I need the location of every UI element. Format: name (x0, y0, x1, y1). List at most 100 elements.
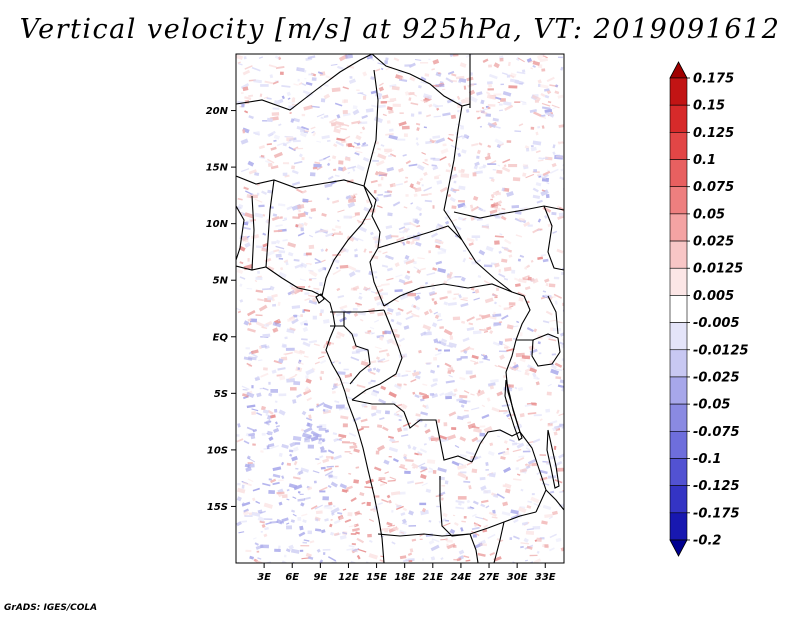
field-cell (450, 368, 455, 373)
field-cell (551, 162, 557, 168)
border-southsudan-ethiopia (543, 205, 564, 271)
field-cell (389, 476, 397, 481)
field-cell (312, 166, 318, 170)
field-cell (521, 521, 529, 526)
field-cell (471, 354, 479, 360)
field-cell (408, 221, 417, 228)
field-cell (364, 486, 374, 489)
field-cell (514, 130, 522, 133)
colorbar-label: 0.05 (693, 207, 725, 222)
field-cell (337, 382, 345, 387)
field-cell (242, 69, 251, 76)
field-cell (547, 424, 553, 427)
field-cell (491, 293, 498, 298)
field-cell (463, 85, 467, 90)
field-cell (462, 257, 467, 263)
field-cell (445, 220, 450, 225)
field-cell (498, 109, 504, 112)
field-cell (479, 360, 484, 364)
field-cell (405, 259, 415, 265)
field-cell (268, 64, 277, 68)
field-cell (385, 132, 394, 136)
field-cell (349, 445, 358, 449)
field-cell (343, 406, 349, 411)
field-cell (386, 190, 393, 194)
colorbar-label: 0.125 (693, 126, 734, 141)
field-cell (308, 244, 315, 250)
field-cell (470, 72, 473, 76)
field-cell (405, 459, 414, 463)
field-cell (411, 258, 415, 261)
field-cell (492, 313, 502, 317)
field-cell (419, 448, 428, 454)
field-cell (242, 86, 249, 92)
field-cell (530, 126, 535, 130)
field-cell (338, 160, 344, 165)
field-cell (539, 454, 546, 456)
field-cell (500, 215, 507, 221)
field-cell (293, 314, 298, 318)
field-cell (258, 304, 268, 312)
field-cell (342, 109, 348, 114)
field-cell (384, 191, 390, 194)
field-cell (545, 282, 549, 287)
field-cell (300, 314, 304, 318)
field-cell (527, 276, 532, 281)
field-cell (457, 502, 462, 506)
field-cell (498, 350, 507, 353)
field-cell (243, 440, 250, 445)
field-cell (498, 273, 506, 278)
field-cell (398, 167, 404, 173)
field-cell (431, 283, 435, 286)
field-cell (253, 79, 262, 84)
field-cell (483, 279, 491, 285)
field-cell (392, 526, 399, 531)
field-cell (447, 302, 457, 306)
field-cell (282, 162, 290, 165)
field-cell (502, 90, 512, 97)
field-cell (437, 318, 443, 322)
field-cell (533, 169, 537, 173)
field-cell (375, 356, 380, 361)
field-cell (416, 127, 420, 132)
field-cell (308, 294, 318, 298)
field-cell (297, 470, 304, 475)
field-cell (499, 143, 504, 147)
field-cell (555, 368, 563, 371)
field-cell (288, 544, 294, 550)
field-cell (439, 186, 448, 193)
field-cell (537, 173, 547, 180)
field-cell (435, 244, 441, 249)
field-cell (300, 545, 310, 547)
field-cell (254, 279, 258, 283)
field-cell (515, 234, 523, 238)
field-cell (302, 90, 310, 95)
field-cell (299, 319, 309, 326)
field-cell (291, 318, 299, 325)
field-cell (331, 561, 338, 563)
border-gabon-congo (343, 325, 371, 385)
field-cell (560, 66, 564, 71)
field-cell (539, 57, 548, 63)
field-cell (393, 183, 396, 187)
field-cell (301, 113, 306, 117)
field-cell (287, 241, 297, 248)
field-cell (375, 450, 380, 455)
field-cell (279, 375, 286, 381)
field-cell (485, 505, 490, 509)
field-cell (303, 130, 309, 132)
field-cell (388, 391, 397, 398)
colorbar-label: -0.075 (693, 425, 740, 440)
field-cell (381, 264, 389, 268)
colorbar-label: 0.1 (693, 153, 716, 168)
field-cell (323, 344, 327, 349)
field-cell (479, 314, 486, 318)
colorbar-swatch (669, 104, 688, 133)
field-cell (472, 330, 482, 335)
field-cell (453, 393, 457, 396)
field-cell (369, 231, 374, 236)
colorbar-label: 0.175 (693, 72, 734, 87)
field-cell (487, 533, 496, 540)
field-cell (400, 237, 405, 241)
field-cell (438, 247, 447, 253)
